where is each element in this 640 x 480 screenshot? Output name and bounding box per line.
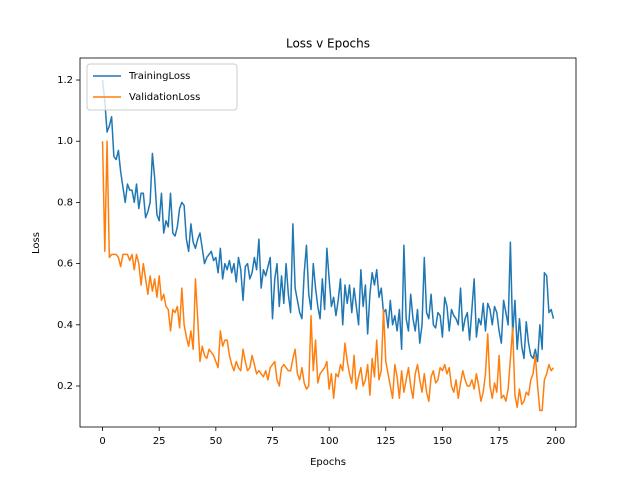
legend-box [86,63,238,111]
y-tick-label: 1.2 [57,75,73,86]
x-tick-label: 150 [433,436,452,447]
x-tick-label: 175 [490,436,509,447]
y-tick-label: 0.4 [57,320,73,331]
series-line [101,79,555,363]
x-tick-label: 125 [376,436,395,447]
legend-label: TrainingLoss [128,71,190,82]
x-tick-label: 100 [320,436,339,447]
plot-frame [79,57,577,428]
y-tick-label: 0.2 [57,381,73,392]
y-tick-label: 0.8 [57,197,73,208]
y-axis-label: Loss [31,232,42,254]
y-tick-label: 1.0 [57,136,73,147]
chart-title: Loss v Epochs [286,37,370,51]
x-tick-label: 200 [546,436,565,447]
y-tick-label: 0.6 [57,259,73,270]
x-tick-label: 25 [153,436,166,447]
legend-label: ValidationLoss [129,92,200,103]
x-tick-label: 0 [99,436,105,447]
x-tick-label: 75 [266,436,279,447]
x-axis-label: Epochs [310,457,346,468]
x-tick-label: 50 [209,436,222,447]
series-line [101,140,555,412]
